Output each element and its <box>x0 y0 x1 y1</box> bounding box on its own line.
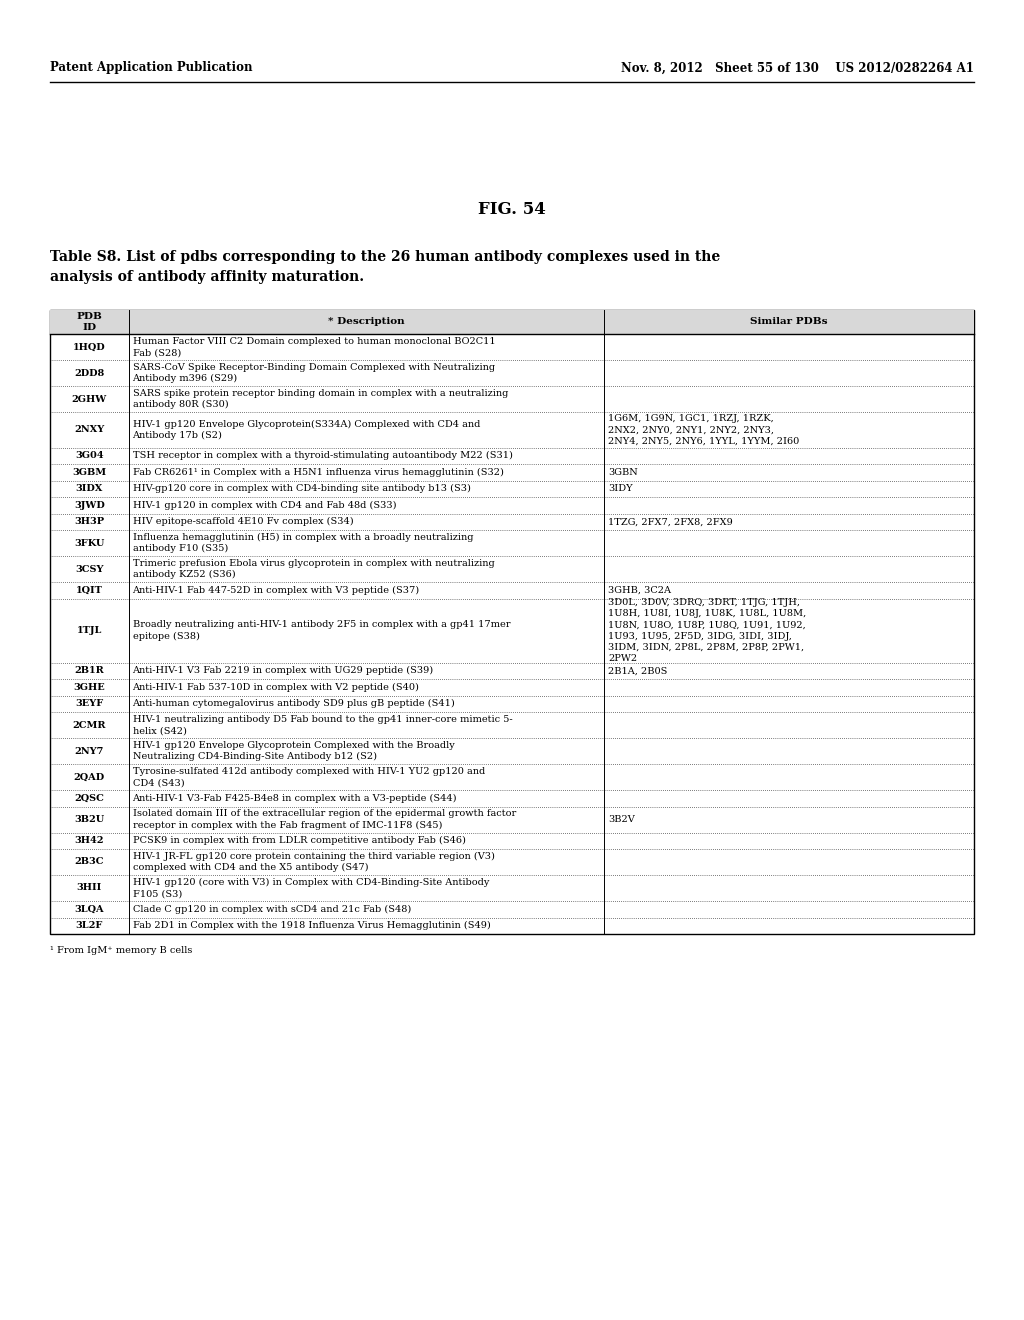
Text: 2DD8: 2DD8 <box>74 368 104 378</box>
Text: 3GHB, 3C2A: 3GHB, 3C2A <box>608 586 672 595</box>
Text: 2CMR: 2CMR <box>73 721 106 730</box>
Text: 3L2F: 3L2F <box>76 921 103 931</box>
Text: PDB
ID: PDB ID <box>77 312 102 333</box>
Text: Human Factor VIII C2 Domain complexed to human monoclonal BO2C11
Fab (S28): Human Factor VIII C2 Domain complexed to… <box>132 337 496 356</box>
Text: TSH receptor in complex with a thyroid-stimulating autoantibody M22 (S31): TSH receptor in complex with a thyroid-s… <box>132 451 512 461</box>
Text: Trimeric prefusion Ebola virus glycoprotein in complex with neutralizing
antibod: Trimeric prefusion Ebola virus glycoprot… <box>132 558 495 579</box>
Text: SARS-CoV Spike Receptor-Binding Domain Complexed with Neutralizing
Antibody m396: SARS-CoV Spike Receptor-Binding Domain C… <box>132 363 495 383</box>
Text: Anti-HIV-1 V3-Fab F425-B4e8 in complex with a V3-peptide (S44): Anti-HIV-1 V3-Fab F425-B4e8 in complex w… <box>132 793 457 803</box>
Text: 2B1A, 2B0S: 2B1A, 2B0S <box>608 667 668 676</box>
Text: Tyrosine-sulfated 412d antibody complexed with HIV-1 YU2 gp120 and
CD4 (S43): Tyrosine-sulfated 412d antibody complexe… <box>132 767 484 787</box>
Text: 3B2U: 3B2U <box>74 814 104 824</box>
Text: 2B1R: 2B1R <box>75 667 104 676</box>
Text: 3CSY: 3CSY <box>75 565 103 573</box>
Text: ¹ From IgM⁺ memory B cells: ¹ From IgM⁺ memory B cells <box>50 946 193 954</box>
Text: Similar PDBs: Similar PDBs <box>751 318 828 326</box>
Text: Fab 2D1 in Complex with the 1918 Influenza Virus Hemagglutinin (S49): Fab 2D1 in Complex with the 1918 Influen… <box>132 921 490 931</box>
Text: Nov. 8, 2012   Sheet 55 of 130    US 2012/0282264 A1: Nov. 8, 2012 Sheet 55 of 130 US 2012/028… <box>622 62 974 74</box>
Text: Fab CR6261¹ in Complex with a H5N1 influenza virus hemagglutinin (S32): Fab CR6261¹ in Complex with a H5N1 influ… <box>132 467 504 477</box>
Text: 3GBM: 3GBM <box>73 467 106 477</box>
Text: FIG. 54: FIG. 54 <box>478 202 546 219</box>
Text: 3G04: 3G04 <box>75 451 103 461</box>
Text: 3IDX: 3IDX <box>76 484 103 494</box>
Text: 3EYF: 3EYF <box>75 700 103 709</box>
Bar <box>50 310 974 334</box>
Text: Anti-HIV-1 Fab 537-10D in complex with V2 peptide (S40): Anti-HIV-1 Fab 537-10D in complex with V… <box>132 682 420 692</box>
Text: Anti-HIV-1 V3 Fab 2219 in complex with UG29 peptide (S39): Anti-HIV-1 V3 Fab 2219 in complex with U… <box>132 667 434 676</box>
Text: HIV-1 JR-FL gp120 core protein containing the third variable region (V3)
complex: HIV-1 JR-FL gp120 core protein containin… <box>132 851 495 873</box>
Text: 3GHE: 3GHE <box>74 682 105 692</box>
Text: PCSK9 in complex with from LDLR competitive antibody Fab (S46): PCSK9 in complex with from LDLR competit… <box>132 836 466 845</box>
Text: 2GHW: 2GHW <box>72 395 106 404</box>
Text: 3IDY: 3IDY <box>608 484 633 494</box>
Text: 3D0L, 3D0V, 3DRQ, 3DRT, 1TJG, 1TJH,
1U8H, 1U8I, 1U8J, 1U8K, 1U8L, 1U8M,
1U8N, 1U: 3D0L, 3D0V, 3DRQ, 3DRT, 1TJG, 1TJH, 1U8H… <box>608 598 807 663</box>
Text: 3GBN: 3GBN <box>608 467 638 477</box>
Text: Clade C gp120 in complex with sCD4 and 21c Fab (S48): Clade C gp120 in complex with sCD4 and 2… <box>132 904 411 913</box>
Text: Influenza hemagglutinin (H5) in complex with a broadly neutralizing
antibody F10: Influenza hemagglutinin (H5) in complex … <box>132 533 473 553</box>
Text: 2NY7: 2NY7 <box>75 747 104 755</box>
Text: HIV-1 neutralizing antibody D5 Fab bound to the gp41 inner-core mimetic 5-
helix: HIV-1 neutralizing antibody D5 Fab bound… <box>132 715 512 735</box>
Text: HIV-1 gp120 in complex with CD4 and Fab 48d (S33): HIV-1 gp120 in complex with CD4 and Fab … <box>132 500 396 510</box>
Text: HIV-1 gp120 (core with V3) in Complex with CD4-Binding-Site Antibody
F105 (S3): HIV-1 gp120 (core with V3) in Complex wi… <box>132 878 488 898</box>
Text: 3JWD: 3JWD <box>74 500 104 510</box>
Text: 3FKU: 3FKU <box>74 539 104 548</box>
Text: Table S8. List of pdbs corresponding to the 26 human antibody complexes used in : Table S8. List of pdbs corresponding to … <box>50 249 720 284</box>
Text: SARS spike protein receptor binding domain in complex with a neutralizing
antibo: SARS spike protein receptor binding doma… <box>132 389 508 409</box>
Text: 3H42: 3H42 <box>75 837 104 845</box>
Text: Anti-HIV-1 Fab 447-52D in complex with V3 peptide (S37): Anti-HIV-1 Fab 447-52D in complex with V… <box>132 586 420 595</box>
Text: 1HQD: 1HQD <box>73 342 105 351</box>
Text: Anti-human cytomegalovirus antibody SD9 plus gB peptide (S41): Anti-human cytomegalovirus antibody SD9 … <box>132 700 456 709</box>
Text: 1TJL: 1TJL <box>77 626 102 635</box>
Text: HIV-1 gp120 Envelope Glycoprotein(S334A) Complexed with CD4 and
Antibody 17b (S2: HIV-1 gp120 Envelope Glycoprotein(S334A)… <box>132 420 480 440</box>
Text: Isolated domain III of the extracellular region of the epidermal growth factor
r: Isolated domain III of the extracellular… <box>132 809 516 830</box>
Text: 2B3C: 2B3C <box>75 858 104 866</box>
Text: 1G6M, 1G9N, 1GC1, 1RZJ, 1RZK,
2NX2, 2NY0, 2NY1, 2NY2, 2NY3,
2NY4, 2NY5, 2NY6, 1Y: 1G6M, 1G9N, 1GC1, 1RZJ, 1RZK, 2NX2, 2NY0… <box>608 414 800 445</box>
Text: * Description: * Description <box>328 318 404 326</box>
Text: 2NXY: 2NXY <box>74 425 104 434</box>
Text: 3H3P: 3H3P <box>74 517 104 527</box>
Text: HIV-1 gp120 Envelope Glycoprotein Complexed with the Broadly
Neutralizing CD4-Bi: HIV-1 gp120 Envelope Glycoprotein Comple… <box>132 741 455 762</box>
Text: 2QAD: 2QAD <box>74 772 104 781</box>
Text: Patent Application Publication: Patent Application Publication <box>50 62 253 74</box>
Text: 3B2V: 3B2V <box>608 814 635 824</box>
Text: 2QSC: 2QSC <box>75 793 104 803</box>
Text: 1TZG, 2FX7, 2FX8, 2FX9: 1TZG, 2FX7, 2FX8, 2FX9 <box>608 517 733 527</box>
Text: 1QIT: 1QIT <box>76 586 102 595</box>
Text: HIV-gp120 core in complex with CD4-binding site antibody b13 (S3): HIV-gp120 core in complex with CD4-bindi… <box>132 484 470 494</box>
Bar <box>50 310 974 935</box>
Text: Broadly neutralizing anti-HIV-1 antibody 2F5 in complex with a gp41 17mer
epitop: Broadly neutralizing anti-HIV-1 antibody… <box>132 620 510 640</box>
Text: 3HII: 3HII <box>77 883 102 892</box>
Text: HIV epitope-scaffold 4E10 Fv complex (S34): HIV epitope-scaffold 4E10 Fv complex (S3… <box>132 517 353 527</box>
Text: 3LQA: 3LQA <box>75 904 104 913</box>
